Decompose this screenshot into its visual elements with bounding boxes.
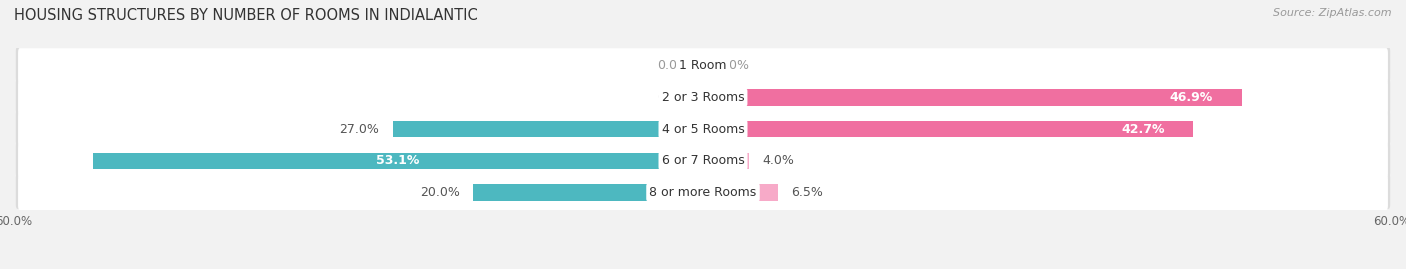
Text: 20.0%: 20.0% [420, 186, 460, 199]
Bar [703, 184, 778, 201]
Text: 4 or 5 Rooms: 4 or 5 Rooms [662, 123, 744, 136]
FancyBboxPatch shape [18, 48, 1388, 84]
FancyBboxPatch shape [15, 142, 1391, 177]
Text: 0.0%: 0.0% [657, 59, 689, 72]
FancyBboxPatch shape [15, 79, 1391, 114]
FancyBboxPatch shape [15, 110, 1391, 146]
FancyBboxPatch shape [15, 174, 1391, 209]
Text: 53.1%: 53.1% [377, 154, 420, 167]
Text: 2 or 3 Rooms: 2 or 3 Rooms [662, 91, 744, 104]
Bar [93, 153, 703, 169]
Bar [703, 153, 749, 169]
Text: 27.0%: 27.0% [339, 123, 380, 136]
Bar [474, 184, 703, 201]
FancyBboxPatch shape [18, 80, 1388, 115]
Text: 4.0%: 4.0% [762, 154, 794, 167]
FancyBboxPatch shape [18, 143, 1388, 179]
Text: 6 or 7 Rooms: 6 or 7 Rooms [662, 154, 744, 167]
Bar [703, 121, 1194, 137]
Text: 0.0%: 0.0% [717, 59, 749, 72]
Text: 42.7%: 42.7% [1121, 123, 1164, 136]
Bar [703, 89, 1241, 106]
Text: 8 or more Rooms: 8 or more Rooms [650, 186, 756, 199]
FancyBboxPatch shape [18, 175, 1388, 210]
FancyBboxPatch shape [18, 111, 1388, 147]
Text: 1 Room: 1 Room [679, 59, 727, 72]
Text: Source: ZipAtlas.com: Source: ZipAtlas.com [1274, 8, 1392, 18]
Text: 46.9%: 46.9% [1170, 91, 1213, 104]
Bar [392, 121, 703, 137]
Text: HOUSING STRUCTURES BY NUMBER OF ROOMS IN INDIALANTIC: HOUSING STRUCTURES BY NUMBER OF ROOMS IN… [14, 8, 478, 23]
Text: 0.0%: 0.0% [657, 91, 689, 104]
FancyBboxPatch shape [15, 47, 1391, 82]
Text: 6.5%: 6.5% [792, 186, 824, 199]
